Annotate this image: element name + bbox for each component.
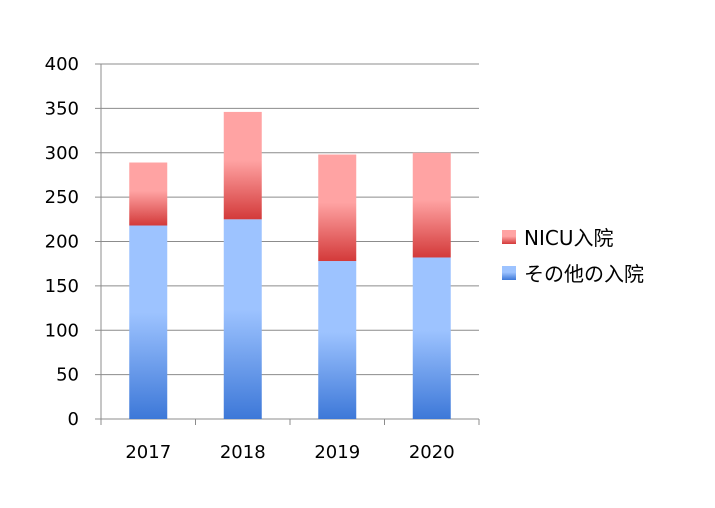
- bar-segment: [318, 261, 357, 419]
- y-tick-label: 50: [56, 365, 79, 386]
- y-tick-label: 250: [45, 187, 79, 208]
- y-tick-label: 200: [45, 232, 79, 253]
- bar-segment: [412, 152, 451, 258]
- bar-segment: [129, 162, 168, 226]
- bar-segment: [412, 257, 451, 419]
- bar-segment: [318, 154, 357, 262]
- y-tick-label: 300: [45, 143, 79, 164]
- bars: [129, 111, 451, 419]
- bar-segment: [129, 225, 168, 419]
- y-tick-label: 350: [45, 98, 79, 119]
- y-tick-label: 400: [45, 54, 79, 75]
- legend-swatch: [502, 230, 516, 244]
- x-tick-label: 2020: [409, 442, 455, 463]
- y-tick-label: 150: [45, 276, 79, 297]
- x-tick-label: 2019: [314, 442, 360, 463]
- bar-segment: [223, 111, 262, 220]
- y-tick-label: 0: [68, 409, 79, 430]
- bar-segment: [223, 219, 262, 419]
- x-tick-label: 2018: [220, 442, 266, 463]
- x-tick-label: 2017: [125, 442, 171, 463]
- legend-label: その他の入院: [524, 262, 644, 286]
- legend-label: NICU入院: [524, 226, 613, 250]
- tick-labels: 0 50 100 150 200 250 300 350 400 2017 2018 2019 2020: [45, 54, 455, 463]
- y-tick-label: 100: [45, 320, 79, 341]
- legend-swatch: [502, 266, 516, 280]
